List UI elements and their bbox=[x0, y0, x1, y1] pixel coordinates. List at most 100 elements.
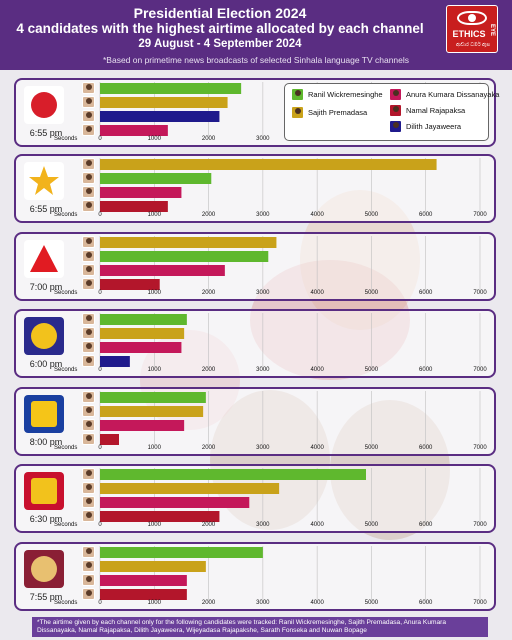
bar-anura-kumara-dissanayaka bbox=[100, 265, 225, 276]
bar-sajith-premadasa bbox=[100, 561, 206, 572]
bar-namal-rajapaksa bbox=[100, 201, 168, 212]
x-tick-label: 4000 bbox=[310, 600, 324, 606]
candidate-avatars bbox=[82, 82, 96, 138]
x-tick-label: 4000 bbox=[310, 522, 324, 528]
eye-icon bbox=[457, 11, 487, 25]
x-tick-label: 5000 bbox=[364, 367, 379, 373]
bar-dilith-jayaweera bbox=[100, 356, 130, 367]
x-tick-label: 3000 bbox=[256, 367, 270, 373]
broadcast-time: 6:55 pm bbox=[29, 204, 63, 214]
x-tick-label: 4000 bbox=[310, 212, 324, 218]
channel-logo-shape bbox=[31, 323, 57, 349]
x-tick-label: 1000 bbox=[147, 445, 161, 451]
candidate-avatar bbox=[82, 560, 95, 572]
legend-item: Ranil Wickremesinghe bbox=[291, 88, 383, 102]
x-tick-label: 1000 bbox=[147, 212, 161, 218]
x-tick-label: 6000 bbox=[419, 522, 433, 528]
candidate-avatar bbox=[82, 172, 95, 184]
bar-sajith-premadasa bbox=[100, 328, 185, 339]
legend-avatar bbox=[291, 88, 304, 101]
bar-sajith-premadasa bbox=[100, 159, 437, 170]
bar-ranil-wickremesinghe bbox=[100, 83, 242, 94]
candidate-avatar bbox=[82, 574, 95, 586]
legend-label: Sajith Premadasa bbox=[308, 108, 368, 117]
x-tick-label: 6000 bbox=[419, 600, 433, 606]
header-banner: Presidential Election 2024 4 candidates … bbox=[0, 0, 512, 70]
rupavahini-logo bbox=[24, 395, 64, 433]
x-tick-label: 3000 bbox=[256, 522, 270, 528]
bar-plot-area bbox=[99, 313, 481, 367]
page-subtitle: 4 candidates with the highest airtime al… bbox=[16, 21, 424, 36]
page-title: Presidential Election 2024 bbox=[133, 5, 307, 21]
logo-tagline: ආචාර ධර්ම ඇස bbox=[456, 42, 490, 48]
legend-avatar bbox=[389, 120, 402, 133]
logo-word: ETHICS bbox=[452, 29, 486, 39]
candidate-avatar bbox=[82, 496, 95, 508]
channel-logo-mark bbox=[29, 166, 59, 195]
channel-logo-shape bbox=[31, 92, 57, 118]
channel-panel: 7:00 pm Seconds 0 1000 2000 3000 4000 5000 6000 7… bbox=[14, 232, 496, 301]
candidate-avatar bbox=[82, 158, 95, 170]
legend-item: Sajith Premadasa bbox=[291, 106, 367, 120]
x-tick-label: 2000 bbox=[201, 600, 216, 606]
x-tick-label: 3000 bbox=[256, 445, 270, 451]
x-tick-label: 2000 bbox=[201, 212, 216, 218]
candidate-avatar bbox=[82, 124, 95, 136]
legend: Ranil Wickremesinghe Sajith Premadasa Anur… bbox=[284, 83, 499, 141]
bar-namal-rajapaksa bbox=[100, 279, 160, 290]
candidate-avatars bbox=[82, 236, 96, 292]
candidate-avatars bbox=[82, 391, 96, 447]
candidate-avatars bbox=[82, 313, 96, 369]
bar-sajith-premadasa bbox=[100, 483, 280, 494]
bar-sajith-premadasa bbox=[100, 97, 228, 108]
bar-chart bbox=[99, 468, 481, 522]
legend-avatar bbox=[389, 88, 402, 101]
bar-plot-area bbox=[99, 468, 481, 522]
x-tick-label: 0 bbox=[98, 600, 102, 606]
x-tick-label: 3000 bbox=[256, 600, 270, 606]
bar-chart bbox=[99, 391, 481, 445]
bar-plot-area bbox=[99, 546, 481, 600]
candidate-avatar bbox=[82, 327, 95, 339]
legend-label: Anura Kumara Dissanayaka bbox=[406, 90, 500, 99]
candidate-avatar bbox=[82, 433, 95, 445]
bar-sajith-premadasa bbox=[100, 406, 204, 417]
channel-logo-shape bbox=[31, 478, 57, 504]
x-tick-label: 7000 bbox=[473, 367, 487, 373]
broadcast-time: 7:55 pm bbox=[29, 592, 63, 602]
candidate-avatar bbox=[82, 313, 95, 325]
derana-logo bbox=[24, 86, 64, 124]
candidate-avatar bbox=[82, 391, 95, 403]
x-tick-label: 3000 bbox=[256, 136, 270, 142]
x-tick-label: 7000 bbox=[473, 522, 487, 528]
channel-logo-shape bbox=[30, 245, 58, 272]
candidate-avatar bbox=[82, 419, 95, 431]
x-axis-label: Seconds bbox=[54, 212, 78, 218]
channel-logo-mark bbox=[31, 478, 57, 504]
x-tick-label: 1000 bbox=[147, 290, 161, 296]
bar-chart bbox=[99, 546, 481, 600]
legend-label: Dilith Jayaweera bbox=[406, 122, 462, 131]
candidate-avatars bbox=[82, 158, 96, 214]
broadcast-time: 8:00 pm bbox=[29, 437, 63, 447]
bar-plot-area bbox=[99, 236, 481, 290]
bar-chart bbox=[99, 313, 481, 367]
candidate-avatar bbox=[82, 186, 95, 198]
channel-logo-mark bbox=[31, 323, 57, 349]
ethics-eye-logo: ETHICS EYE ආචාර ධර්ම ඇස bbox=[446, 5, 498, 53]
bar-chart bbox=[99, 158, 481, 212]
x-tick-label: 6000 bbox=[419, 445, 433, 451]
bar-dilith-jayaweera bbox=[100, 111, 220, 122]
candidate-avatar bbox=[82, 468, 95, 480]
broadcast-time: 7:00 pm bbox=[29, 282, 63, 292]
legend-avatar bbox=[291, 106, 304, 119]
legend-label: Ranil Wickremesinghe bbox=[308, 90, 383, 99]
x-tick-label: 3000 bbox=[256, 290, 270, 296]
x-tick-label: 0 bbox=[98, 522, 102, 528]
legend-avatar bbox=[389, 104, 402, 117]
channel-logo-mark bbox=[31, 92, 57, 118]
x-tick-label: 6000 bbox=[419, 367, 433, 373]
x-tick-label: 1000 bbox=[147, 600, 161, 606]
bar-plot-area bbox=[99, 391, 481, 445]
x-tick-label: 5000 bbox=[364, 445, 379, 451]
